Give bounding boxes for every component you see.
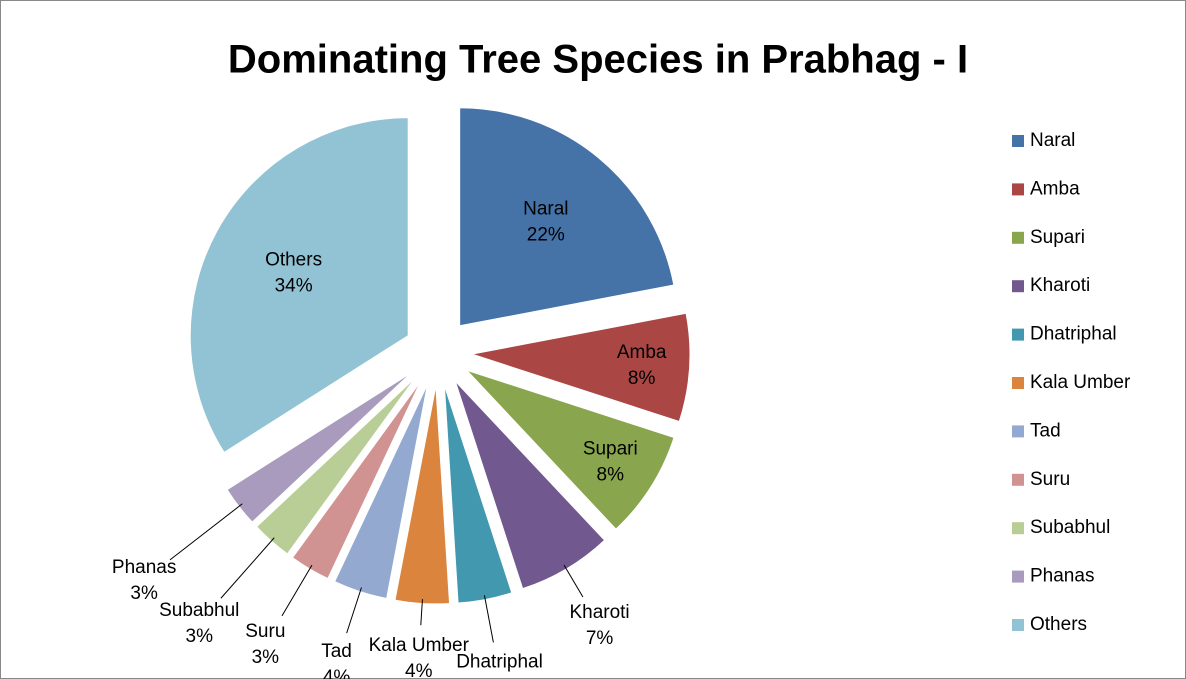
slice-label: Kharoti <box>569 602 629 623</box>
slice-label: Naral <box>523 199 568 220</box>
pie-slice <box>471 312 691 423</box>
legend-swatch <box>1012 328 1024 341</box>
slice-label: Dhatriphal <box>456 652 543 673</box>
slice-value: 4% <box>405 661 433 679</box>
legend-swatch <box>1012 425 1024 438</box>
leader-line <box>346 587 362 634</box>
leader-line <box>420 599 423 626</box>
slice-label: Kala Umber <box>369 635 470 656</box>
leader-line <box>563 564 584 598</box>
legend-swatch <box>1012 135 1024 147</box>
slice-value: 7% <box>586 628 614 649</box>
legend-label: Others <box>1030 614 1087 635</box>
legend-label: Kharoti <box>1030 275 1090 296</box>
slice-value: 8% <box>628 368 656 389</box>
slice-label: Subabhul <box>159 600 239 621</box>
slice-label: Supari <box>583 438 638 459</box>
legend-label: Dhatriphal <box>1030 324 1117 345</box>
slice-label: Tad <box>321 641 352 662</box>
legend-swatch <box>1012 183 1024 196</box>
slice-value: 8% <box>597 464 625 485</box>
leader-line <box>281 564 313 617</box>
slice-value: 22% <box>527 225 565 246</box>
pie-slice <box>459 107 675 327</box>
chart-title: Dominating Tree Species in Prabhag - I <box>228 38 968 82</box>
slice-value: 34% <box>275 276 313 297</box>
slice-value: 3% <box>130 583 158 604</box>
legend-swatch <box>1012 231 1024 244</box>
legend-swatch <box>1012 377 1024 389</box>
slice-label: Amba <box>617 342 667 363</box>
legend-label: Amba <box>1030 178 1080 199</box>
pie-slice <box>189 117 409 454</box>
slice-label: Suru <box>245 621 285 642</box>
slice-label: Phanas <box>112 557 176 578</box>
legend-label: Suru <box>1030 469 1070 490</box>
legend-label: Subabhul <box>1030 517 1110 538</box>
slice-value: 4% <box>486 678 514 679</box>
legend-swatch <box>1012 280 1024 293</box>
slice-value: 3% <box>252 647 280 668</box>
legend-label: Kala Umber <box>1030 372 1131 393</box>
legend-label: Tad <box>1030 420 1061 441</box>
legend-swatch <box>1012 522 1024 535</box>
pie-slice <box>466 369 675 530</box>
slice-value: 4% <box>323 667 351 679</box>
legend-swatch <box>1012 570 1024 583</box>
slice-value: 3% <box>186 626 214 647</box>
legend-swatch <box>1012 473 1024 486</box>
leader-line <box>169 503 243 561</box>
legend-label: Naral <box>1030 130 1075 151</box>
legend-label: Phanas <box>1030 566 1094 587</box>
legend-swatch <box>1012 619 1024 631</box>
slice-label: Others <box>265 250 322 271</box>
leader-line <box>220 537 275 599</box>
leader-line <box>483 595 494 643</box>
legend-label: Supari <box>1030 227 1085 248</box>
